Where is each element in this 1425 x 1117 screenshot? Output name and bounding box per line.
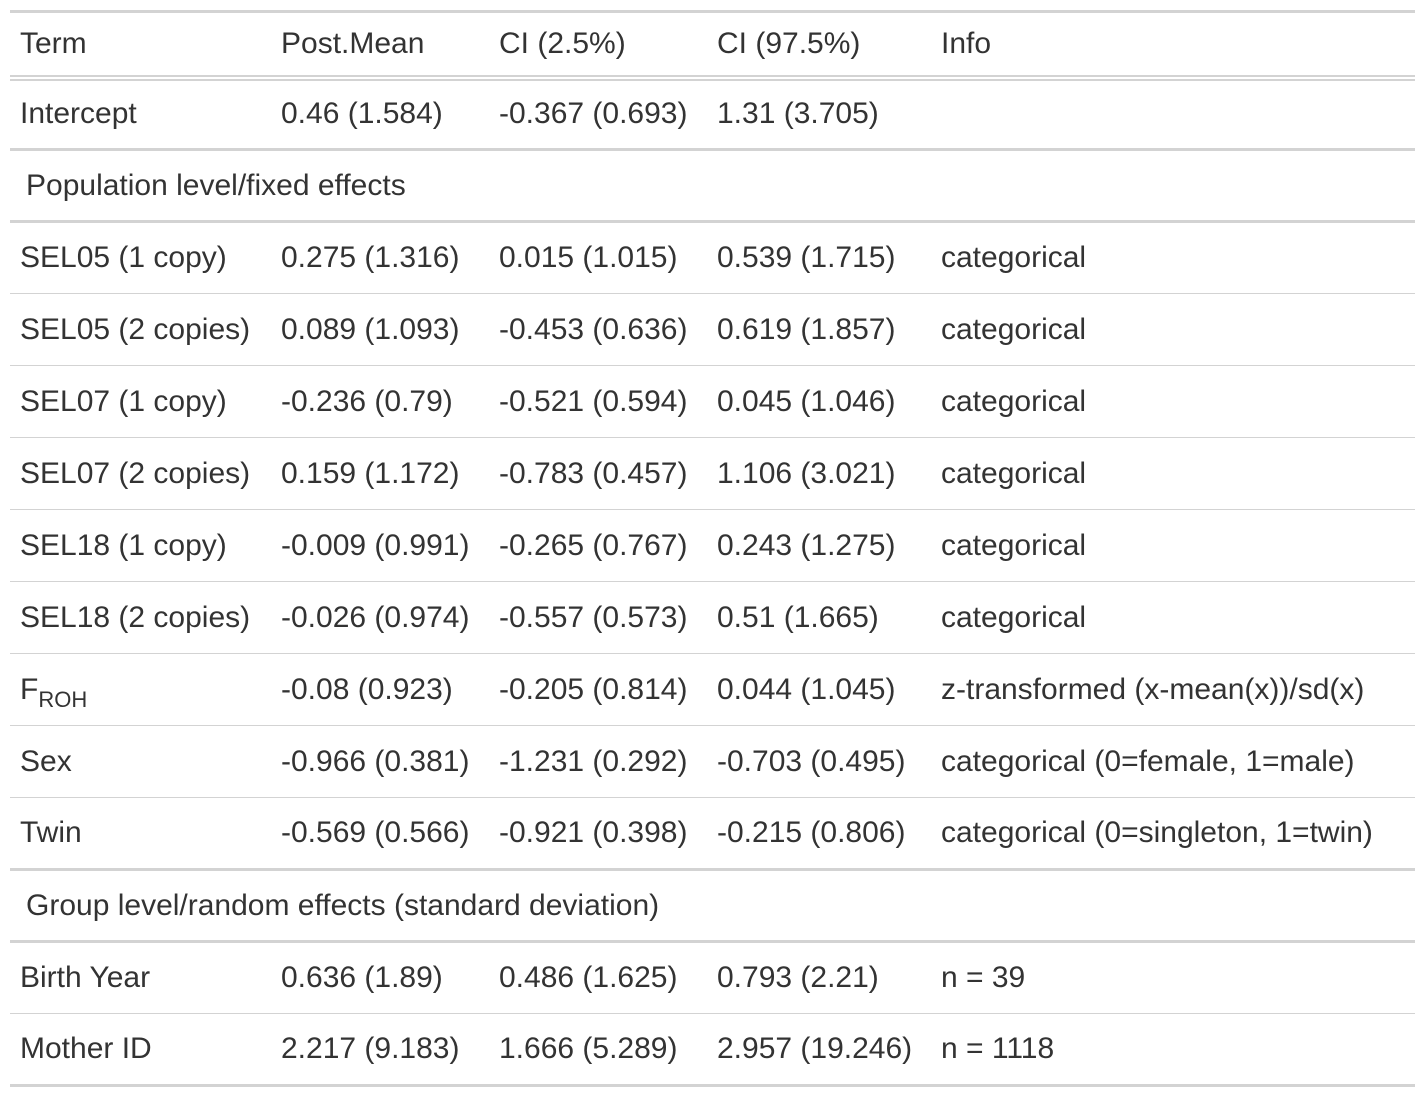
- header-term: Term: [20, 26, 87, 60]
- cell-ci-upper: 1.31 (3.705): [717, 97, 879, 131]
- cell-info: categorical (0=singleton, 1=twin): [941, 816, 1373, 849]
- cell-ci-lower: 1.666 (5.289): [499, 1032, 678, 1065]
- cell-info: [931, 78, 1415, 150]
- cell-ci-lower: -0.921 (0.398): [499, 816, 688, 849]
- cell-ci-upper: -0.703 (0.495): [717, 744, 906, 778]
- cell-ci-upper: 0.045 (1.046): [717, 384, 896, 418]
- cell-post-mean: 0.275 (1.316): [281, 241, 460, 274]
- cell-ci-lower: 0.486 (1.625): [499, 961, 678, 994]
- cell-post-mean: 0.46 (1.584): [281, 97, 443, 131]
- cell-post-mean: -0.009 (0.991): [281, 528, 470, 562]
- cell-info: z-transformed (x-mean(x))/sd(x): [941, 672, 1365, 706]
- cell-ci-upper: 0.044 (1.045): [717, 672, 896, 706]
- results-table-container: Term Post.Mean CI (2.5%) CI (97.5%) Info…: [10, 10, 1415, 1087]
- cell-ci-upper: 0.619 (1.857): [717, 312, 896, 346]
- cell-post-mean: -0.08 (0.923): [281, 672, 453, 706]
- results-table: Term Post.Mean CI (2.5%) CI (97.5%) Info…: [10, 10, 1415, 1087]
- table-row: Sex -0.966 (0.381) -1.231 (0.292) -0.703…: [10, 726, 1415, 798]
- group-label-fixed-effects: Population level/fixed effects: [26, 168, 406, 202]
- table-row-froh: FROH -0.08 (0.923) -0.205 (0.814) 0.044 …: [10, 654, 1415, 726]
- cell-ci-upper: 0.539 (1.715): [717, 241, 896, 274]
- cell-ci-lower: -0.265 (0.767): [499, 528, 688, 562]
- header-info: Info: [941, 26, 992, 60]
- group-row-random-effects: Group level/random effects (standard dev…: [10, 870, 1415, 942]
- froh-main: F: [20, 672, 39, 706]
- cell-term: Mother ID: [20, 1032, 152, 1065]
- froh-subscript: ROH: [38, 686, 88, 712]
- cell-post-mean: 0.636 (1.89): [281, 961, 443, 994]
- cell-term: SEL05 (2 copies): [20, 312, 251, 346]
- cell-term: SEL18 (1 copy): [20, 528, 227, 562]
- table-row-intercept: Intercept 0.46 (1.584) -0.367 (0.693) 1.…: [10, 78, 1415, 150]
- table-row: SEL05 (2 copies) 0.089 (1.093) -0.453 (0…: [10, 294, 1415, 366]
- table-row: Mother ID 2.217 (9.183) 1.666 (5.289) 2.…: [10, 1014, 1415, 1086]
- table-row: SEL07 (2 copies) 0.159 (1.172) -0.783 (0…: [10, 438, 1415, 510]
- header-row: Term Post.Mean CI (2.5%) CI (97.5%) Info: [10, 11, 1415, 78]
- group-label-random-effects: Group level/random effects (standard dev…: [26, 888, 660, 922]
- cell-term: SEL18 (2 copies): [20, 600, 251, 634]
- cell-post-mean: -0.966 (0.381): [281, 744, 470, 778]
- cell-post-mean: 2.217 (9.183): [281, 1032, 460, 1065]
- cell-info: categorical: [941, 528, 1087, 562]
- cell-ci-lower: -0.521 (0.594): [499, 384, 688, 418]
- table-body: Intercept 0.46 (1.584) -0.367 (0.693) 1.…: [10, 78, 1415, 1086]
- header-ci-lower: CI (2.5%): [499, 26, 626, 60]
- cell-info: n = 39: [941, 961, 1026, 994]
- table-row: Twin -0.569 (0.566) -0.921 (0.398) -0.21…: [10, 798, 1415, 870]
- header-post-mean: Post.Mean: [281, 26, 425, 60]
- cell-post-mean: -0.569 (0.566): [281, 816, 470, 849]
- table-row: SEL18 (2 copies) -0.026 (0.974) -0.557 (…: [10, 582, 1415, 654]
- table-row: SEL18 (1 copy) -0.009 (0.991) -0.265 (0.…: [10, 510, 1415, 582]
- cell-info: categorical: [941, 312, 1087, 346]
- cell-ci-lower: -0.367 (0.693): [499, 97, 688, 131]
- table-header: Term Post.Mean CI (2.5%) CI (97.5%) Info: [10, 11, 1415, 78]
- cell-info: categorical: [941, 456, 1087, 490]
- table-row: SEL07 (1 copy) -0.236 (0.79) -0.521 (0.5…: [10, 366, 1415, 438]
- cell-term: Twin: [20, 816, 82, 849]
- cell-info: categorical: [941, 384, 1087, 418]
- cell-ci-lower: -1.231 (0.292): [499, 744, 688, 778]
- cell-post-mean: -0.236 (0.79): [281, 384, 453, 418]
- cell-ci-lower: -0.453 (0.636): [499, 312, 688, 346]
- cell-ci-lower: -0.205 (0.814): [499, 672, 688, 706]
- header-ci-upper: CI (97.5%): [717, 26, 861, 60]
- cell-ci-upper: -0.215 (0.806): [717, 816, 906, 849]
- cell-info: n = 1118: [941, 1032, 1055, 1065]
- cell-term: SEL07 (1 copy): [20, 384, 227, 418]
- cell-term: Birth Year: [20, 961, 151, 994]
- cell-post-mean: 0.159 (1.172): [281, 456, 460, 490]
- cell-info: categorical: [941, 600, 1087, 634]
- table-row: Birth Year 0.636 (1.89) 0.486 (1.625) 0.…: [10, 942, 1415, 1014]
- cell-ci-upper: 0.243 (1.275): [717, 528, 896, 562]
- cell-term: FROH: [10, 654, 271, 726]
- cell-term: Intercept: [20, 97, 137, 131]
- table-row: SEL05 (1 copy) 0.275 (1.316) 0.015 (1.01…: [10, 222, 1415, 294]
- cell-term: SEL07 (2 copies): [20, 456, 251, 490]
- cell-info: categorical (0=female, 1=male): [941, 744, 1355, 778]
- cell-ci-lower: -0.783 (0.457): [499, 456, 688, 490]
- cell-post-mean: 0.089 (1.093): [281, 312, 460, 346]
- cell-info: categorical: [941, 241, 1087, 274]
- cell-term: Sex: [20, 744, 72, 778]
- group-row-fixed-effects: Population level/fixed effects: [10, 150, 1415, 222]
- cell-ci-lower: -0.557 (0.573): [499, 600, 688, 634]
- cell-post-mean: -0.026 (0.974): [281, 600, 470, 634]
- cell-ci-upper: 1.106 (3.021): [717, 456, 896, 490]
- cell-ci-upper: 0.793 (2.21): [717, 961, 879, 994]
- cell-ci-lower: 0.015 (1.015): [499, 241, 678, 274]
- cell-ci-upper: 2.957 (19.246): [717, 1032, 913, 1065]
- cell-term: SEL05 (1 copy): [20, 241, 227, 274]
- cell-ci-upper: 0.51 (1.665): [717, 600, 879, 634]
